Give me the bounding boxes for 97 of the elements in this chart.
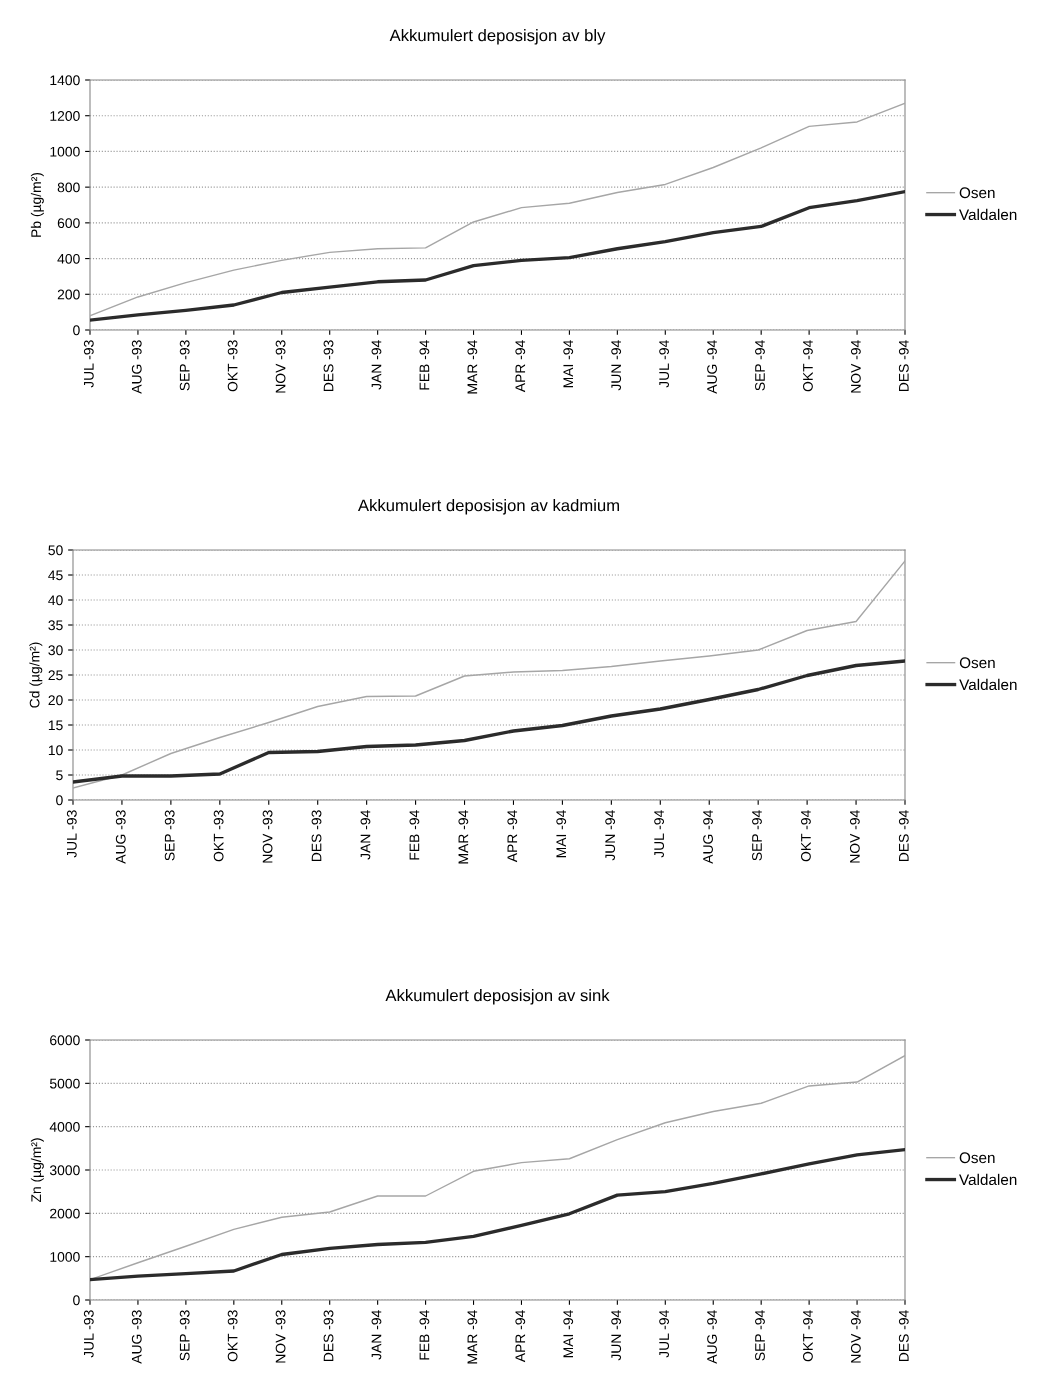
y-tick-label: 600 [57, 218, 80, 229]
x-tick-label: AUG -94 [707, 340, 717, 394]
x-tick-label: JUL -93 [66, 810, 77, 858]
y-tick-label: 6000 [50, 1035, 80, 1046]
x-tick-label: AUG -93 [131, 1310, 142, 1364]
y-tick-label: 30 [48, 645, 63, 656]
x-tick-label: JUL -94 [659, 1310, 670, 1358]
y-tick-label: 400 [57, 253, 80, 264]
line-series [90, 189, 905, 322]
x-tick-label: MAI -94 [563, 1310, 574, 1358]
x-tick-label: OKT -94 [803, 340, 813, 392]
x-tick-label: APR -94 [515, 1310, 526, 1363]
x-tick-label: OKT -94 [803, 1310, 813, 1362]
line-series [73, 659, 905, 784]
x-tick-label: MAR -94 [467, 1310, 478, 1364]
x-tick-label: JUL -93 [83, 1310, 94, 1358]
x-tick-label: NOV -94 [850, 340, 861, 393]
y-tick-label: 10 [48, 745, 63, 756]
y-tick-label: 1200 [50, 111, 80, 121]
y-axis-title: Cd (µg/m²) [29, 642, 43, 708]
y-tick-label: 1400 [50, 75, 80, 86]
y-tick-label: 2000 [50, 1208, 80, 1219]
x-tick-label: SEP -93 [179, 1310, 190, 1361]
x-tick-label: DES -93 [323, 1310, 334, 1362]
x-tick-label: AUG -93 [131, 340, 142, 394]
x-tick-label: MAI -94 [556, 810, 567, 858]
chart-title: Akkumulert deposisjon av sink [385, 989, 610, 1005]
x-tick-label: NOV -94 [849, 810, 860, 863]
y-tick-label: 5 [56, 770, 63, 781]
x-tick-label: JAN -94 [371, 1310, 382, 1360]
y-tick-label: 1000 [50, 1252, 80, 1262]
x-tick-label: NOV -93 [262, 810, 273, 863]
x-tick-label: JAN -94 [360, 810, 371, 860]
x-tick-label: OKT -93 [227, 340, 238, 392]
x-tick-label: NOV -93 [275, 340, 286, 393]
legend-label: Valdalen [959, 208, 1017, 221]
x-tick-label: OKT -94 [801, 810, 811, 862]
x-tick-label: SEP -94 [755, 1310, 765, 1361]
x-tick-label: NOV -93 [275, 1310, 286, 1363]
y-tick-label: 45 [48, 570, 63, 581]
chart-title: Akkumulert deposisjon av bly [389, 29, 606, 45]
x-tick-label: SEP -94 [755, 340, 765, 391]
legend-label: Osen [959, 187, 995, 199]
x-tick-label: DES -94 [898, 810, 909, 862]
x-tick-label: JUN -94 [605, 810, 616, 861]
x-tick-label: AUG -93 [115, 810, 126, 864]
legend-label: Valdalen [959, 1173, 1017, 1186]
y-tick-label: 50 [48, 545, 63, 556]
x-tick-label: SEP -93 [164, 810, 175, 861]
legend-label: Valdalen [959, 678, 1017, 691]
x-tick-label: FEB -94 [419, 340, 430, 390]
x-tick-label: MAR -94 [467, 340, 478, 394]
y-tick-label: 200 [57, 289, 80, 300]
x-tick-label: AUG -94 [703, 810, 713, 864]
x-tick-label: JUL -93 [83, 340, 94, 388]
y-tick-label: 25 [48, 670, 63, 681]
y-tick-label: 800 [57, 182, 80, 193]
x-tick-label: FEB -94 [409, 810, 420, 860]
y-tick-label: 5000 [49, 1078, 80, 1089]
y-tick-label: 35 [48, 620, 63, 631]
legend-label: Osen [959, 1152, 995, 1164]
legend-label: Osen [959, 657, 995, 669]
x-tick-label: JUN -94 [611, 340, 622, 391]
x-tick-label: AUG -94 [707, 1310, 717, 1364]
x-tick-label: JUL -94 [659, 340, 670, 388]
y-axis-title: Pb (µg/m²) [30, 172, 44, 237]
y-tick-label: 40 [48, 595, 63, 606]
x-tick-label: JAN -94 [371, 340, 382, 390]
x-tick-label: JUN -94 [611, 1310, 622, 1361]
x-tick-label: APR -94 [507, 810, 518, 863]
y-tick-label: 4000 [49, 1122, 80, 1132]
x-tick-label: OKT -93 [213, 810, 224, 862]
x-tick-label: OKT -93 [227, 1310, 238, 1362]
y-axis-title: Zn (µg/m²) [30, 1138, 44, 1203]
line-series [90, 1147, 905, 1282]
x-tick-label: APR -94 [515, 340, 526, 393]
x-tick-label: MAR -94 [458, 810, 469, 864]
x-tick-label: DES -94 [898, 340, 909, 392]
x-tick-label: NOV -94 [850, 1310, 861, 1363]
y-tick-label: 20 [48, 695, 63, 706]
y-tick-label: 3000 [49, 1165, 80, 1176]
y-tick-label: 15 [48, 720, 63, 731]
x-tick-label: DES -93 [323, 340, 334, 392]
line-series [73, 560, 905, 789]
y-tick-label: 0 [56, 795, 63, 806]
x-tick-label: MAI -94 [563, 340, 574, 388]
x-tick-label: JUL -94 [654, 810, 665, 858]
x-tick-label: DES -94 [898, 1310, 909, 1362]
chart-title: Akkumulert deposisjon av kadmium [357, 499, 619, 515]
x-tick-label: SEP -94 [752, 810, 762, 861]
x-tick-label: FEB -94 [419, 1310, 430, 1360]
x-tick-label: DES -93 [311, 810, 322, 862]
y-tick-label: 0 [73, 325, 80, 336]
y-tick-label: 1000 [50, 146, 80, 157]
y-tick-label: 0 [73, 1295, 80, 1306]
x-tick-label: SEP -93 [179, 340, 190, 391]
line-series [90, 102, 905, 317]
